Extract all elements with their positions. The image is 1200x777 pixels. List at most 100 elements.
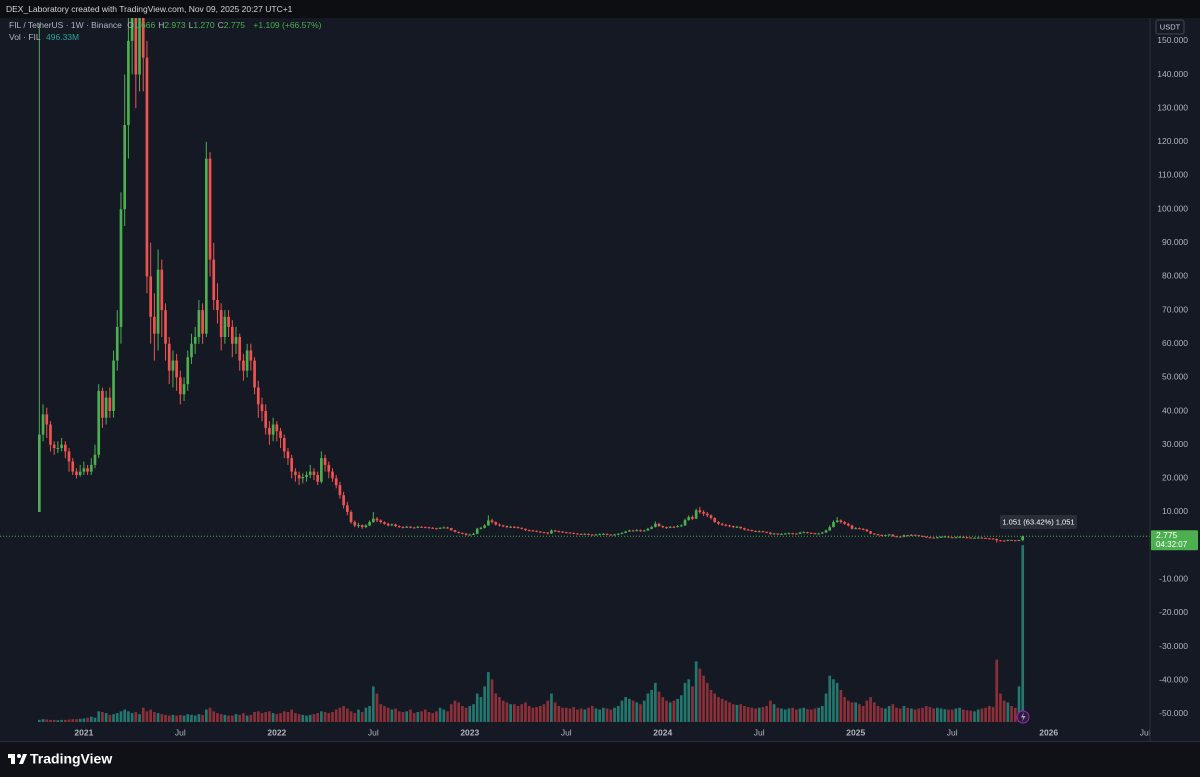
candle-body [401, 527, 405, 529]
candle-body [780, 533, 783, 535]
volume-bar [928, 707, 932, 722]
x-tick-label: Jul [1140, 727, 1151, 737]
volume-bar [138, 714, 141, 722]
symbol: FIL / TetherUS · 1W · Binance [9, 20, 122, 30]
candle-body [390, 524, 394, 526]
volume-bar [835, 682, 839, 722]
candle-body [41, 414, 45, 435]
volume-bar [487, 672, 490, 722]
candle-body [761, 531, 765, 533]
ohlc-key: O [127, 20, 134, 30]
volume-bar [846, 700, 850, 722]
candle-body [63, 444, 67, 452]
candle-body [579, 533, 583, 535]
volume-bar [156, 713, 160, 722]
candle-body [958, 536, 961, 538]
candle-body [553, 530, 557, 532]
candle-body [954, 537, 958, 539]
volume-bar [683, 682, 687, 722]
ohlc-key: H [158, 20, 165, 30]
y-tick-label: 100.000 [1157, 203, 1188, 213]
volume-bar [628, 698, 631, 722]
volume-bar [602, 707, 605, 722]
candle-body [197, 310, 201, 338]
candle-body [743, 528, 746, 530]
candle-body [115, 326, 119, 361]
candle-body [375, 518, 379, 521]
candle-body [498, 524, 501, 526]
volume-bar [795, 709, 798, 722]
volume-bar [212, 711, 216, 722]
volume-bar [431, 713, 435, 722]
candle-body [468, 534, 472, 536]
candle-body [286, 451, 290, 459]
candle-body [906, 535, 910, 537]
candle-body [312, 471, 316, 475]
candle-body [219, 310, 223, 338]
volume-bar [995, 659, 999, 722]
candle-body [464, 533, 468, 535]
volume-bar [438, 707, 442, 722]
candle-body [876, 534, 880, 536]
volume-bar [249, 714, 253, 722]
volume-bar [357, 709, 360, 722]
candle-body [731, 526, 735, 528]
candle-body [980, 537, 984, 539]
volume-bar [869, 697, 872, 722]
candle-body [921, 535, 924, 537]
ohlc: O1.666 H2.973 L1.270 C2.775 [127, 20, 248, 30]
volume-value: 496.33M [46, 32, 80, 42]
volume-bar [691, 686, 694, 722]
volume-bar [735, 704, 739, 722]
candle-body [765, 531, 769, 533]
volume-bar [386, 707, 390, 722]
volume-bar [538, 705, 542, 722]
candle-body [164, 310, 167, 344]
volume-bar [620, 700, 624, 722]
candle-body [227, 316, 230, 327]
candle-body [820, 532, 824, 534]
candle-body [631, 530, 635, 532]
volume-bar [550, 693, 553, 722]
candle-body [397, 526, 401, 528]
volume-bar [1006, 702, 1010, 722]
volume-bar [895, 707, 898, 722]
candle-body [490, 520, 494, 523]
candle-body [687, 517, 691, 521]
volume-bar [271, 713, 275, 722]
x-tick-label: 2026 [1039, 727, 1058, 737]
candle-body [472, 533, 475, 535]
candle-body [587, 533, 590, 535]
candle-body [924, 536, 928, 538]
volume-bar [754, 708, 757, 722]
volume-bar [936, 707, 939, 722]
volume-bar [179, 714, 182, 722]
candle-body [253, 360, 256, 388]
candle-body [327, 464, 331, 472]
candle-body [483, 525, 486, 528]
volume-bar [301, 714, 305, 722]
candle-body [835, 520, 839, 523]
candle-body [698, 510, 702, 512]
candle-body [75, 471, 78, 475]
volume-bar [709, 689, 713, 722]
volume-bar [542, 704, 546, 722]
candle-body [598, 534, 602, 536]
volume-bar [494, 693, 498, 722]
volume-bar [412, 713, 416, 722]
candle-body [171, 360, 175, 371]
candle-body [78, 471, 82, 475]
volume-bar [346, 708, 349, 722]
candle-body [650, 527, 653, 529]
volume-bar [572, 707, 576, 722]
volume-bar [416, 712, 420, 722]
candle-body [846, 523, 850, 526]
candle-body [238, 337, 242, 361]
candle-body [93, 454, 97, 465]
candle-body [153, 316, 156, 334]
candle-body [869, 531, 872, 534]
volume-bar [349, 711, 353, 722]
change: +1.109 (+66.57%) [253, 20, 322, 30]
volume-bar [858, 704, 861, 722]
